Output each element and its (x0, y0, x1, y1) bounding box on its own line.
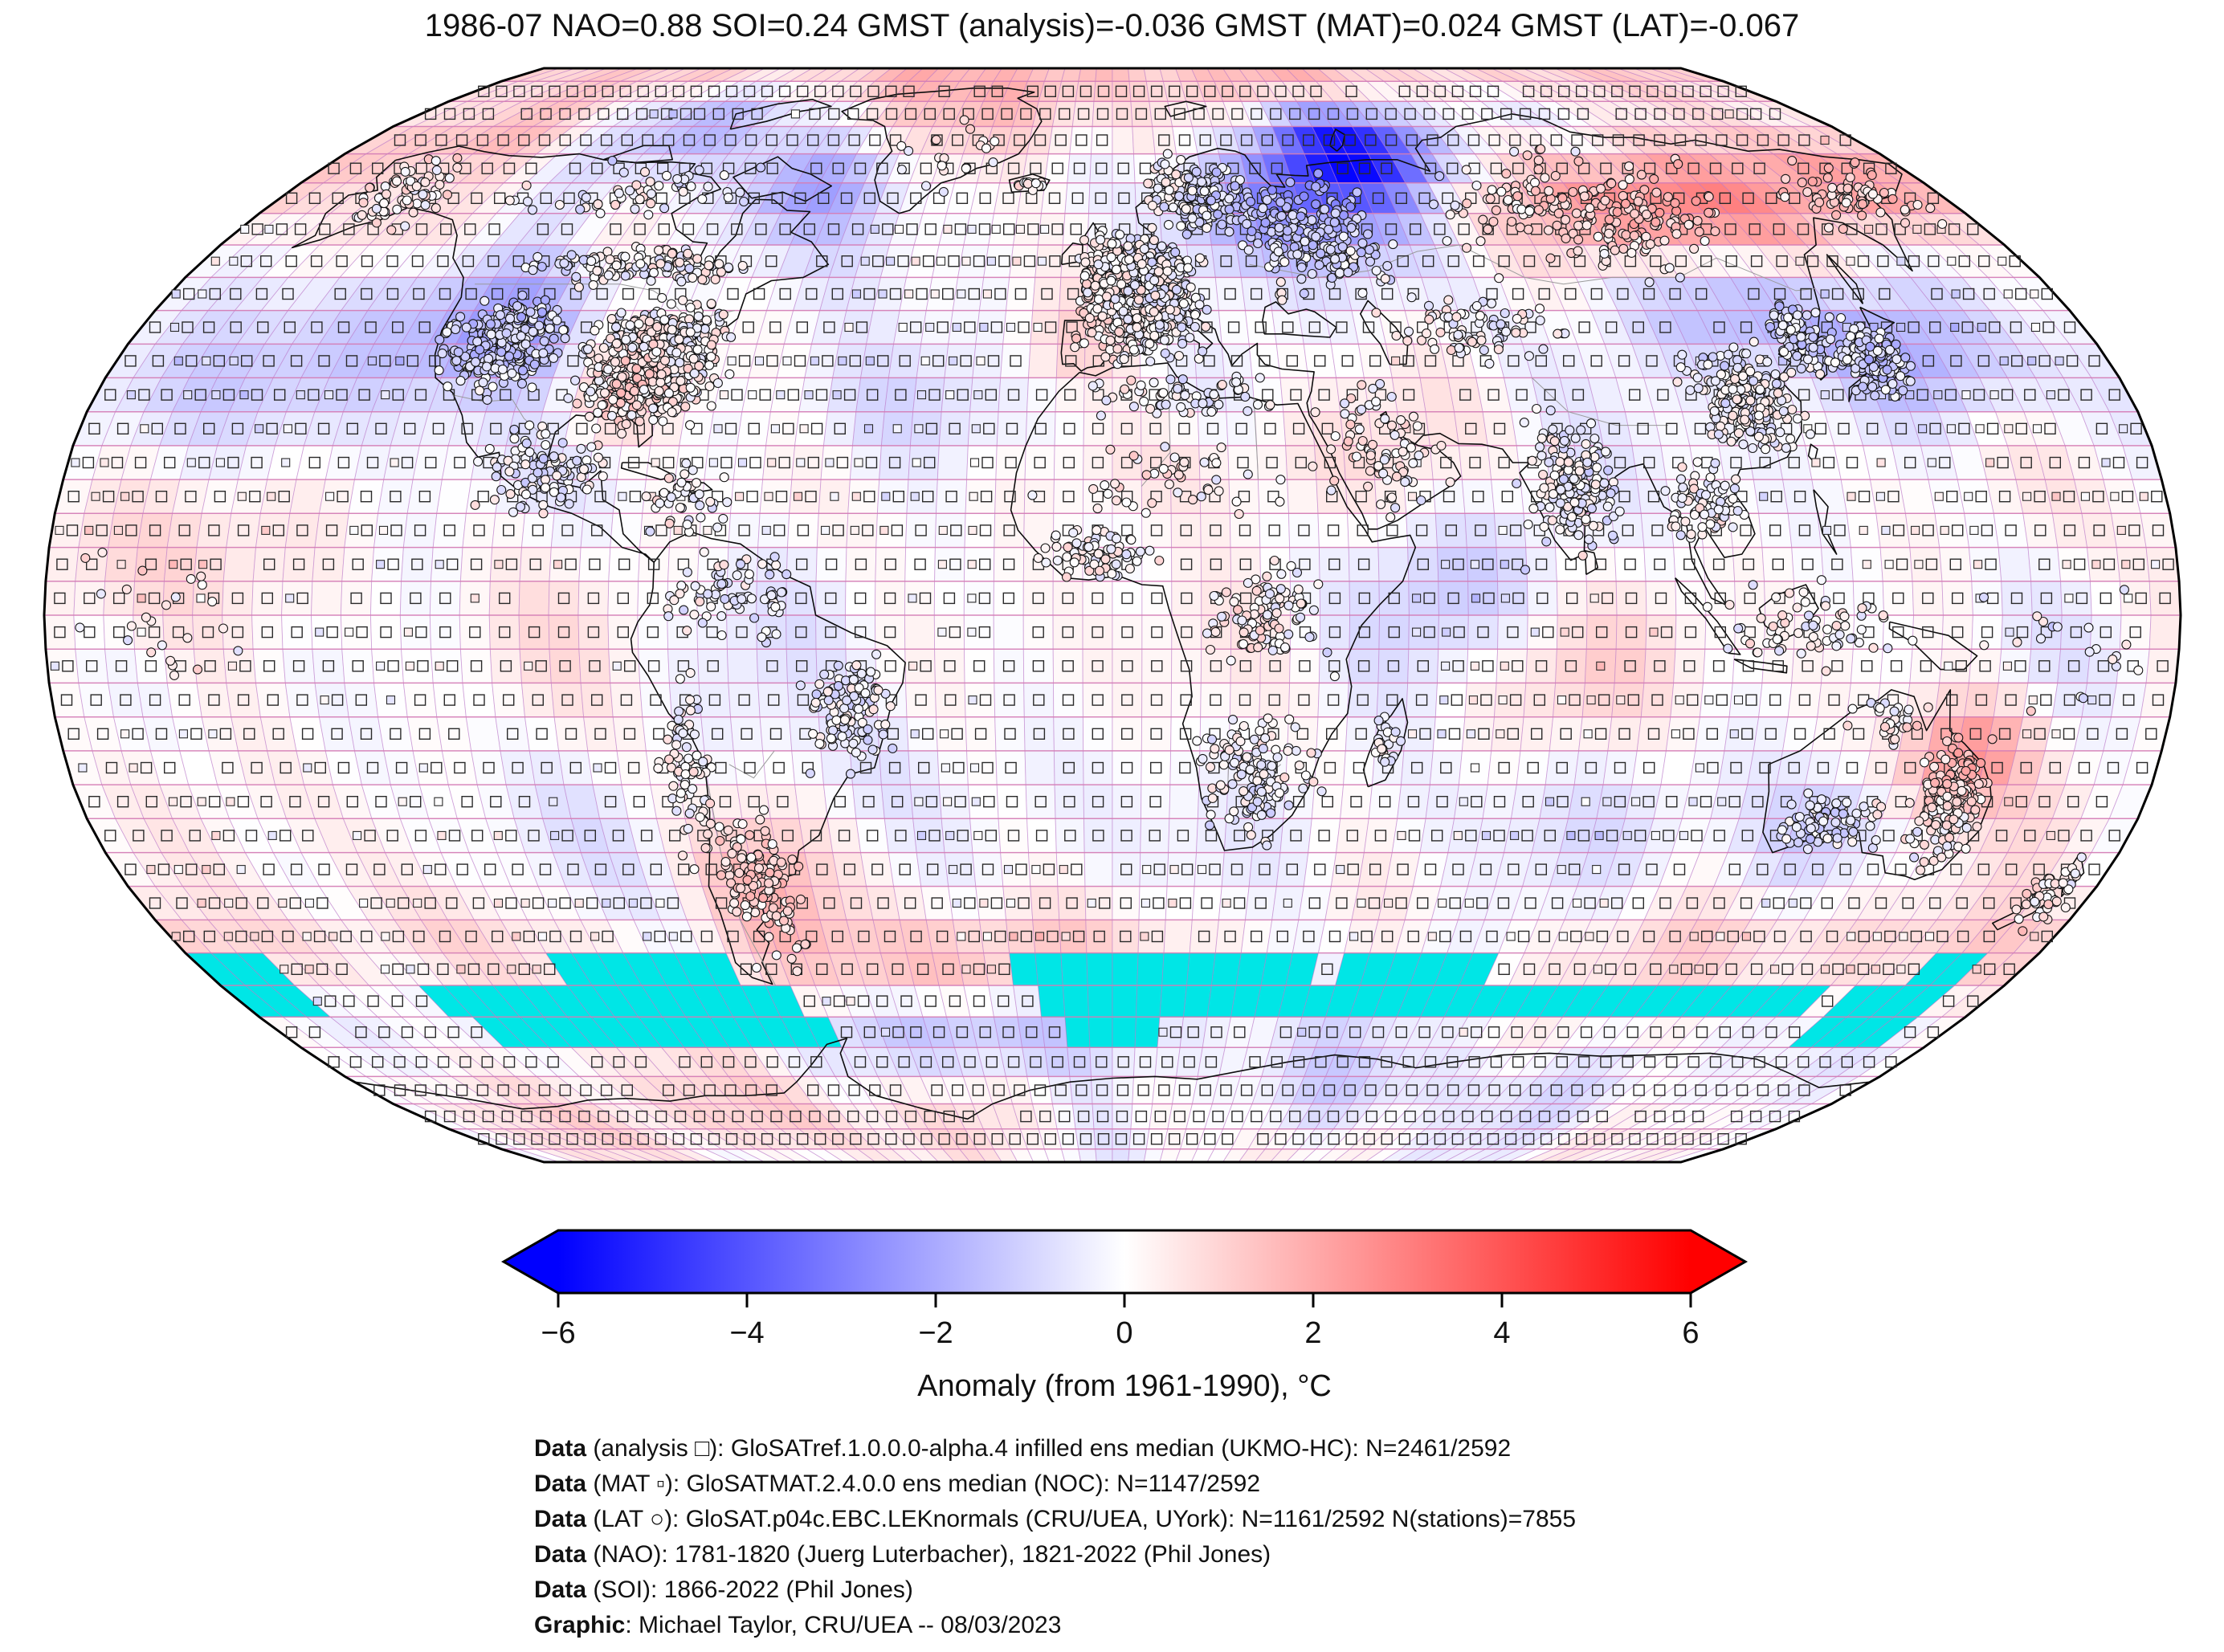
footer-line-soi: Data (SOI): 1866-2022 (Phil Jones) (534, 1572, 1576, 1608)
colorbar-tick-label: 0 (1116, 1316, 1132, 1350)
colorbar-tick-label: −6 (541, 1316, 575, 1350)
footer-text: : Michael Taylor, CRU/UEA -- 08/03/2023 (625, 1612, 1062, 1638)
footer-text: (MAT ▫): GloSATMAT.2.4.0.0 ens median (N… (586, 1470, 1261, 1497)
colorbar-axis-label: Anomaly (from 1961-1990), °C (917, 1369, 1332, 1403)
mat-cell-markers (50, 109, 2161, 1037)
footer-bold: Data (534, 1470, 587, 1497)
map-outline (43, 67, 2182, 1164)
colorbar-bar (500, 1229, 1749, 1295)
footer-bold: Data (534, 1506, 587, 1532)
footer-bold: Data (534, 1577, 587, 1603)
footer-text: (NAO): 1781-1820 (Juerg Luterbacher), 18… (586, 1541, 1271, 1568)
colorbar-tick-label: −4 (729, 1316, 764, 1350)
colorbar-tick-label: 2 (1304, 1316, 1321, 1350)
footer-line-nao: Data (NAO): 1781-1820 (Juerg Luterbacher… (534, 1537, 1576, 1572)
footer-text: (LAT ○): GloSAT.p04c.EBC.LEKnormals (CRU… (586, 1506, 1577, 1532)
footer-line-analysis: Data (analysis □): GloSATref.1.0.0.0-alp… (534, 1431, 1576, 1466)
footer-line-lat: Data (LAT ○): GloSAT.p04c.EBC.LEKnormals… (534, 1502, 1576, 1537)
colorbar-tick-label: 6 (1682, 1316, 1699, 1350)
station-markers (75, 115, 2144, 977)
footer-bold: Graphic (534, 1612, 626, 1638)
colorbar-tick-label: −2 (918, 1316, 953, 1350)
footer-line-mat: Data (MAT ▫): GloSATMAT.2.4.0.0 ens medi… (534, 1466, 1576, 1502)
footer-bold: Data (534, 1435, 587, 1462)
colorbar-tick-label: 4 (1493, 1316, 1510, 1350)
figure-title: 1986-07 NAO=0.88 SOI=0.24 GMST (analysis… (424, 8, 1800, 43)
footer-bold: Data (534, 1541, 587, 1568)
colorbar: −6 −4 −2 0 2 4 6 Anomaly (from 1961-1990), °C (500, 1229, 1749, 1403)
figure-footer: Data (analysis □): GloSATref.1.0.0.0-alp… (534, 1431, 1576, 1643)
footer-text: (SOI): 1866-2022 (Phil Jones) (586, 1577, 913, 1603)
footer-line-graphic: Graphic: Michael Taylor, CRU/UEA -- 08/0… (534, 1608, 1576, 1643)
footer-text: (analysis □): GloSATref.1.0.0.0-alpha.4 … (586, 1435, 1512, 1462)
